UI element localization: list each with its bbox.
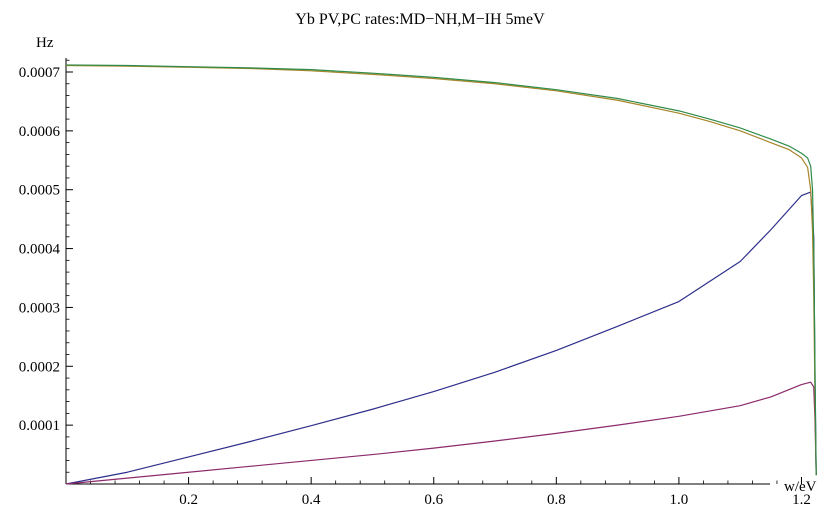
series-line-4 bbox=[65, 64, 817, 476]
x-tick-label: 0.8 bbox=[547, 492, 566, 508]
x-tick-label: 0.2 bbox=[179, 492, 198, 508]
y-ticks: 0.0001 0.0002 0.0003 0.0004 0.0005 0.0006 0.00… bbox=[19, 59, 73, 473]
series-line-3 bbox=[65, 64, 817, 476]
y-tick-label: 0.0007 bbox=[19, 65, 61, 81]
y-tick-label: 0.0006 bbox=[19, 124, 61, 140]
series-group bbox=[65, 64, 817, 485]
y-tick-label: 0.0001 bbox=[19, 418, 60, 434]
x-tick-label: 1.2 bbox=[792, 492, 811, 508]
y-tick-label: 0.0005 bbox=[19, 183, 60, 199]
chart-title: Yb PV,PC rates:MD−NH,M−IH 5meV bbox=[295, 11, 545, 28]
x-tick-label: 1.0 bbox=[670, 492, 689, 508]
series-line-1 bbox=[65, 191, 817, 485]
y-tick-label: 0.0002 bbox=[19, 359, 60, 375]
x-axis-label: w/eV bbox=[784, 479, 817, 495]
x-ticks: 0.2 0.4 0.6 0.8 1.0 1.2 bbox=[90, 477, 811, 508]
x-tick-label: 0.4 bbox=[302, 492, 321, 508]
series-line-2 bbox=[65, 381, 817, 485]
y-axis-label: Hz bbox=[36, 35, 54, 51]
x-tick-label: 0.6 bbox=[424, 492, 443, 508]
y-tick-label: 0.0003 bbox=[19, 300, 60, 316]
y-tick-label: 0.0004 bbox=[19, 242, 61, 258]
